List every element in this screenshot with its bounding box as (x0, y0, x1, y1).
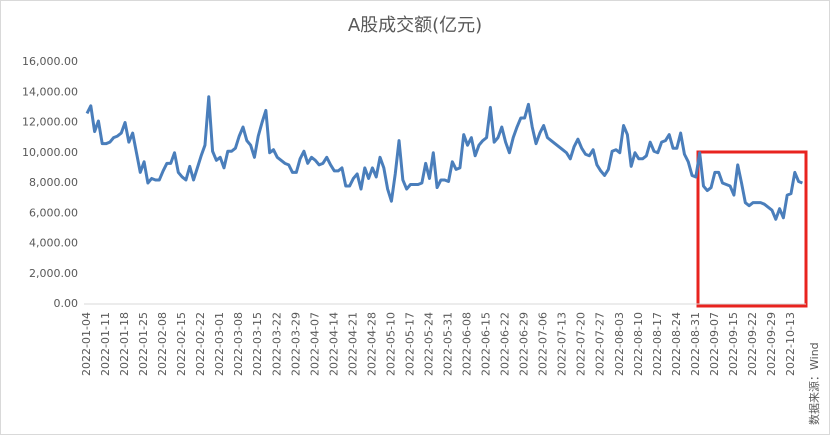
x-tick-label: 2022-06-15 (480, 312, 493, 376)
x-tick-label: 2022-08-10 (632, 312, 645, 376)
x-tick-label: 2022-08-24 (670, 312, 683, 376)
x-tick-label: 2022-10-13 (784, 312, 797, 376)
x-tick-label: 2022-03-08 (232, 312, 245, 376)
x-tick-label: 2022-04-07 (308, 312, 321, 376)
x-tick-label: 2022-09-29 (765, 312, 778, 376)
x-tick-label: 2022-03-29 (289, 312, 302, 376)
x-tick-label: 2022-07-20 (575, 312, 588, 376)
x-tick-label: 2022-06-29 (518, 312, 531, 376)
data-line (85, 95, 803, 221)
highlight-box (696, 150, 808, 308)
y-tick-label: 14,000.00 (22, 85, 78, 98)
x-tick-label: 2022-06-08 (461, 312, 474, 376)
x-tick-label: 2022-08-17 (651, 312, 664, 376)
x-tick-label: 2022-02-08 (156, 312, 169, 376)
x-tick-label: 2022-09-15 (727, 312, 740, 376)
y-tick-label: 0.00 (54, 297, 79, 310)
x-tick-label: 2022-05-17 (403, 312, 416, 376)
x-tick-label: 2022-05-24 (422, 312, 435, 376)
y-tick-label: 6,000.00 (29, 206, 78, 219)
y-tick-label: 10,000.00 (22, 146, 78, 159)
x-tick-label: 2022-05-10 (384, 312, 397, 376)
x-tick-label: 2022-05-31 (442, 312, 455, 376)
x-tick-label: 2022-08-31 (689, 312, 702, 376)
chart-title: A股成交额(亿元) (348, 15, 482, 36)
x-tick-label: 2022-08-03 (613, 312, 626, 376)
x-tick-label: 2022-09-22 (746, 312, 759, 376)
x-tick-label: 2022-01-04 (80, 312, 93, 376)
x-tick-label: 2022-04-21 (346, 312, 359, 376)
y-tick-label: 2,000.00 (29, 267, 78, 280)
x-tick-label: 2022-01-11 (99, 312, 112, 376)
x-tick-label: 2022-06-22 (499, 312, 512, 376)
x-tick-label: 2022-04-28 (365, 312, 378, 376)
y-tick-label: 16,000.00 (22, 55, 78, 68)
y-tick-label: 4,000.00 (29, 237, 78, 250)
x-tick-label: 2022-01-18 (118, 312, 131, 376)
x-tick-label: 2022-07-27 (594, 312, 607, 376)
x-tick-label: 2022-03-01 (213, 312, 226, 376)
x-tick-label: 2022-09-07 (708, 312, 721, 376)
x-tick-label: 2022-01-25 (137, 312, 150, 376)
x-tick-label: 2022-03-15 (251, 312, 264, 376)
x-tick-label: 2022-02-22 (194, 312, 207, 376)
x-tick-label: 2022-07-06 (537, 312, 550, 376)
x-tick-label: 2022-04-14 (327, 312, 340, 376)
source-note: 数据来源：Wind (807, 342, 821, 425)
x-tick-label: 2022-07-13 (556, 312, 569, 376)
y-tick-label: 12,000.00 (22, 116, 78, 129)
x-tick-label: 2022-03-22 (270, 312, 283, 376)
x-tick-label: 2022-02-15 (175, 312, 188, 376)
y-tick-label: 8,000.00 (29, 176, 78, 189)
